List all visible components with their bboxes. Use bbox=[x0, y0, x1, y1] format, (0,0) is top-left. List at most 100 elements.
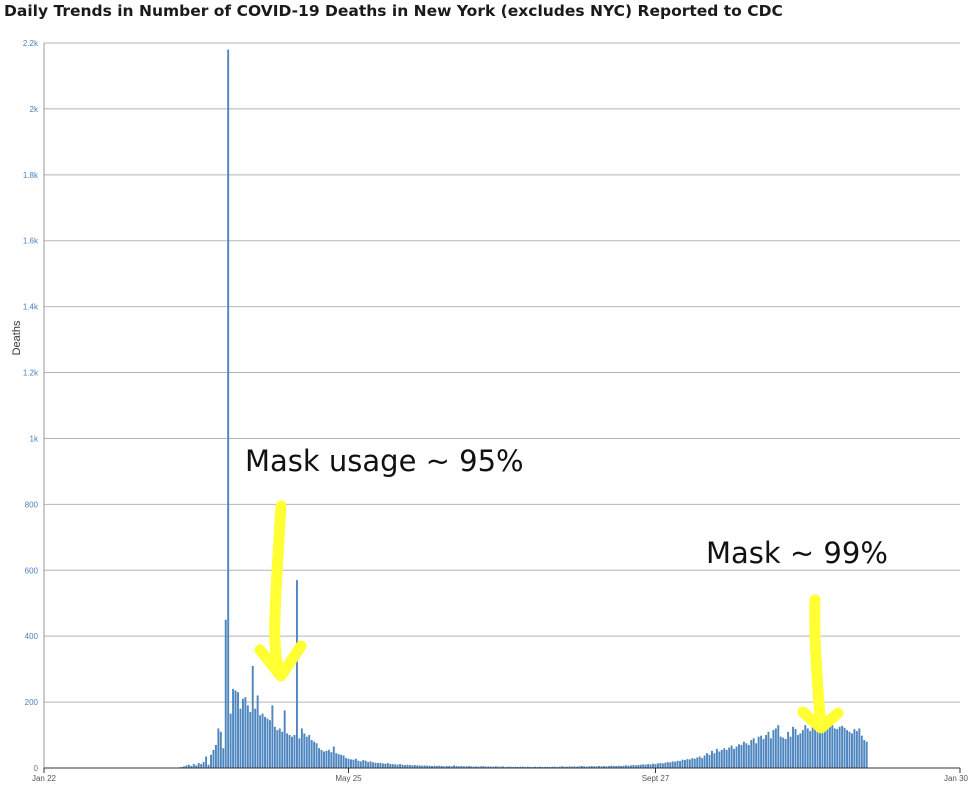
bar bbox=[190, 766, 193, 768]
bar bbox=[671, 761, 674, 768]
bar bbox=[205, 756, 208, 768]
bar bbox=[278, 728, 281, 768]
bar bbox=[664, 762, 667, 768]
bar bbox=[826, 725, 829, 768]
bar bbox=[443, 766, 446, 768]
bar bbox=[364, 760, 367, 768]
bar bbox=[323, 751, 325, 768]
bar bbox=[794, 729, 797, 768]
bar bbox=[330, 752, 333, 768]
bar bbox=[711, 750, 713, 768]
bar bbox=[607, 766, 610, 768]
bar bbox=[487, 766, 490, 768]
bar bbox=[654, 764, 657, 768]
bar bbox=[725, 749, 728, 769]
bar bbox=[571, 766, 573, 768]
x-tick-label: May 25 bbox=[335, 774, 362, 783]
bar bbox=[352, 759, 355, 768]
bar bbox=[433, 765, 436, 768]
y-tick-label: 1.6k bbox=[23, 237, 39, 246]
bar bbox=[649, 764, 652, 769]
bar bbox=[738, 744, 740, 768]
bar bbox=[448, 766, 451, 768]
bar bbox=[693, 758, 696, 768]
bar bbox=[271, 705, 274, 768]
bar bbox=[283, 710, 286, 768]
bar bbox=[499, 766, 502, 768]
bar bbox=[772, 730, 775, 768]
y-tick-label: 2.2k bbox=[23, 39, 39, 48]
bar bbox=[634, 765, 637, 768]
bar bbox=[647, 764, 650, 768]
bar bbox=[615, 766, 618, 768]
bar bbox=[701, 758, 704, 768]
bar bbox=[679, 761, 682, 768]
bar bbox=[210, 754, 212, 768]
bar bbox=[183, 766, 185, 768]
bar bbox=[860, 735, 863, 768]
bar bbox=[207, 764, 210, 768]
bar bbox=[212, 749, 215, 769]
bar bbox=[730, 745, 733, 768]
bar bbox=[644, 764, 647, 768]
bar bbox=[816, 728, 819, 768]
bar bbox=[431, 766, 433, 768]
bar bbox=[656, 763, 659, 768]
bar bbox=[379, 762, 382, 768]
bar bbox=[629, 765, 632, 768]
bar bbox=[256, 695, 259, 768]
bar bbox=[789, 736, 792, 768]
bar bbox=[288, 735, 291, 768]
bar bbox=[553, 766, 556, 768]
bar bbox=[200, 764, 203, 768]
bar bbox=[394, 764, 397, 769]
bar bbox=[372, 762, 375, 768]
bar bbox=[696, 757, 699, 768]
bar-series bbox=[173, 49, 868, 769]
bar bbox=[381, 763, 384, 768]
bar bbox=[384, 763, 387, 768]
bar bbox=[300, 728, 303, 768]
bar bbox=[585, 766, 588, 768]
bar bbox=[514, 766, 517, 768]
bar bbox=[784, 739, 787, 768]
bar bbox=[298, 738, 301, 768]
bar bbox=[605, 766, 608, 768]
bar bbox=[691, 758, 694, 768]
bar bbox=[244, 697, 247, 768]
bar bbox=[187, 764, 190, 768]
yellow-arrow-left bbox=[254, 500, 307, 682]
bar bbox=[747, 744, 750, 768]
bar bbox=[639, 764, 642, 768]
bar bbox=[232, 688, 235, 768]
bar bbox=[823, 730, 826, 768]
bar bbox=[354, 758, 357, 768]
bar bbox=[273, 726, 276, 768]
bar bbox=[347, 758, 350, 768]
gridlines bbox=[43, 42, 960, 768]
bar bbox=[408, 765, 411, 768]
bar bbox=[622, 765, 625, 768]
bar bbox=[406, 764, 409, 768]
x-axis-ticks: Jan 22 May 25 Sept 27 Jan 30 bbox=[32, 768, 969, 783]
bar bbox=[627, 765, 630, 768]
bar bbox=[688, 759, 691, 768]
bar bbox=[399, 764, 402, 768]
bar bbox=[610, 765, 613, 768]
bar bbox=[219, 731, 222, 768]
bar bbox=[534, 766, 537, 768]
y-tick-label: 400 bbox=[25, 632, 39, 641]
bar bbox=[462, 766, 465, 768]
y-tick-label: 0 bbox=[34, 764, 39, 773]
bar bbox=[669, 762, 672, 768]
bar bbox=[767, 731, 770, 768]
bar bbox=[563, 766, 566, 768]
bar bbox=[480, 766, 483, 768]
bar bbox=[342, 755, 345, 768]
bar bbox=[684, 760, 686, 768]
bar bbox=[578, 766, 581, 768]
bar bbox=[787, 731, 790, 768]
bar bbox=[708, 754, 711, 768]
bar bbox=[828, 721, 831, 768]
